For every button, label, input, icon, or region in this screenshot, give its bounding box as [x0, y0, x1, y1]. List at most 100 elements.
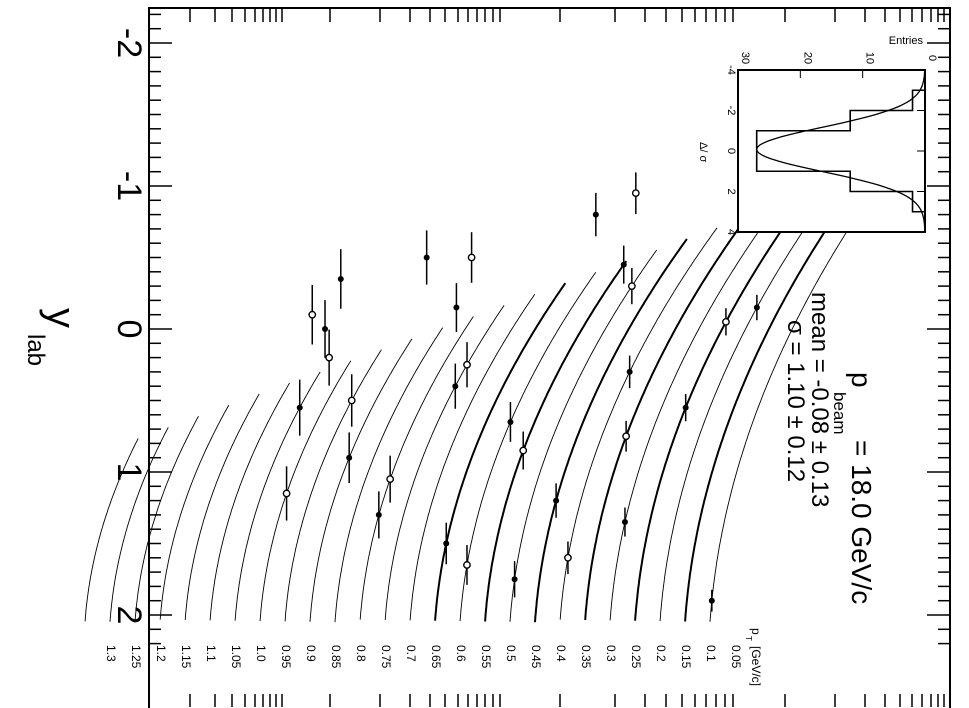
- inset-y-tick-label: 20: [801, 52, 813, 64]
- mean-text: mean = -0.08 ± 0.13: [806, 292, 833, 507]
- inset-x-tick-label: -4: [725, 65, 737, 75]
- data-point-filled: [507, 418, 514, 425]
- data-point-filled: [296, 404, 303, 411]
- data-point-open: [325, 353, 334, 362]
- pt-curve: [134, 415, 199, 623]
- pt-curve: [484, 260, 628, 622]
- x-axis-label-sub: lab: [22, 334, 49, 366]
- x-tick-label: -1: [110, 171, 148, 201]
- data-point-open: [519, 446, 528, 455]
- data-point-filled: [592, 211, 599, 218]
- pt-curve: [84, 438, 139, 622]
- pt-curve: [534, 238, 688, 623]
- data-point-open: [722, 317, 730, 326]
- data-point-filled: [443, 540, 450, 547]
- inset-gauss-fit: [756, 69, 926, 232]
- x-tick-label: 1: [110, 463, 148, 482]
- data-point-open: [627, 282, 636, 290]
- data-point-filled: [553, 497, 560, 504]
- inset-frame: [737, 69, 926, 233]
- pt-curve: [684, 171, 867, 622]
- data-point-open: [347, 396, 356, 405]
- pt-value-label: 0.25: [629, 645, 643, 669]
- pt-curve: [409, 294, 536, 621]
- pt-value-label: 0.15: [679, 645, 693, 669]
- x-tick-label: -2: [110, 28, 148, 58]
- inset-histogram: Entries Δ/ σ -4 -2 0 2 4 0 10 20 30: [697, 35, 938, 235]
- sigma-text: σ = 1.10 ± 0.12: [782, 320, 809, 482]
- pt-value-label: 0.6: [454, 645, 468, 662]
- inset-x-tick-label: -2: [725, 106, 737, 116]
- pt-value-label: 0.5: [504, 645, 518, 662]
- inset-x-tick-label: 4: [725, 229, 737, 235]
- pt-curve: [384, 305, 505, 621]
- pt-curve: [309, 338, 413, 622]
- x-tick-label: 0: [110, 320, 148, 339]
- data-point-open: [622, 432, 631, 441]
- pt-value-label: 1.3: [104, 645, 118, 662]
- data-point-open: [467, 253, 476, 262]
- data-point-open: [386, 475, 395, 484]
- pt-value-label: 0.85: [329, 645, 343, 669]
- axis-ticks: [150, 9, 949, 707]
- data-point-filled: [346, 454, 353, 461]
- data-point-filled: [375, 511, 382, 518]
- data-point-open: [282, 489, 291, 498]
- pt-curve: [659, 183, 837, 622]
- pt-value-label: 0.45: [529, 645, 543, 669]
- pt-value-label: 0.35: [579, 645, 593, 669]
- x-axis-label: y: [39, 308, 83, 328]
- pt-value-label: 0.2: [654, 645, 668, 662]
- pt-curve: [459, 271, 597, 622]
- beam-title: p: [846, 372, 877, 388]
- pt-value-label: 1.15: [179, 645, 193, 669]
- pt-value-label: 1.1: [204, 645, 218, 662]
- inset-x-tick-label: 2: [725, 188, 737, 194]
- pt-value-label: 0.75: [379, 645, 393, 669]
- pt-curve: [109, 427, 169, 622]
- data-point-filled: [423, 254, 430, 261]
- data-point-open: [564, 553, 572, 562]
- data-point-filled: [453, 304, 460, 311]
- plot-frame: [148, 7, 951, 708]
- pt-value-label: 1.2: [154, 645, 168, 662]
- inset-y-tick-label: 0: [926, 55, 938, 61]
- pt-curve: [284, 349, 382, 622]
- pt-curve: [359, 316, 474, 620]
- pt-curve: [634, 194, 808, 621]
- pt-axis-label: p: [749, 628, 763, 635]
- pt-curve: [159, 404, 230, 620]
- data-point-filled: [626, 368, 633, 375]
- pt-value-label: 0.8: [354, 645, 368, 662]
- pt-curve: [509, 249, 658, 622]
- pt-value-label: 1.0: [254, 645, 268, 662]
- pt-value-label: 0.9: [304, 645, 318, 662]
- pt-value-label: 0.7: [404, 645, 418, 662]
- data-point-filled: [621, 519, 628, 526]
- pt-value-label: 0.05: [729, 645, 743, 669]
- data-point-open: [463, 360, 471, 369]
- pt-curve: [609, 205, 778, 621]
- data-point-filled: [682, 404, 689, 411]
- pt-curve: [559, 227, 718, 620]
- pt-value-label: 0.4: [554, 645, 568, 662]
- data-point-filled: [708, 597, 715, 604]
- data-point-filled: [337, 275, 344, 282]
- data-point-open: [631, 189, 640, 198]
- data-point-open: [463, 561, 471, 569]
- pt-value-label: 0.55: [479, 645, 493, 669]
- pt-value-label: 1.05: [229, 645, 243, 669]
- pt-value-label: 1.25: [129, 645, 143, 669]
- inset-y-tick-label: 10: [864, 52, 876, 64]
- data-point-filled: [452, 383, 459, 390]
- pt-value-label: 0.1: [704, 645, 718, 662]
- pt-curve: [184, 393, 260, 621]
- inset-y-tick-label: 30: [739, 52, 751, 64]
- pt-curve: [334, 327, 444, 623]
- x-tick-label: 2: [110, 606, 148, 625]
- data-point-open: [308, 310, 317, 319]
- beam-title-sub: beam: [830, 392, 849, 435]
- data-point-filled: [322, 326, 329, 332]
- pt-value-label: 0.3: [604, 645, 618, 662]
